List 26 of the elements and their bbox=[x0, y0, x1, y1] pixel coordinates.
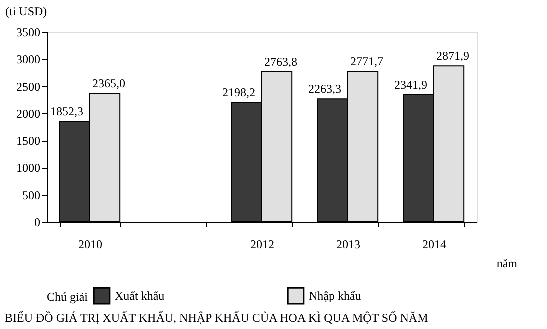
data-label: 2763,8 bbox=[264, 54, 298, 69]
y-tick-label: 3000 bbox=[16, 52, 40, 67]
x-tick-label: 2010 bbox=[78, 238, 102, 252]
y-tick-label: 1000 bbox=[16, 161, 40, 176]
data-label: 1852,3 bbox=[50, 104, 84, 118]
y-tick-label: 1500 bbox=[16, 134, 40, 148]
y-tick-label: 2500 bbox=[16, 80, 40, 94]
data-label: 2198,2 bbox=[222, 86, 256, 100]
legend-label: Nhập khẩu bbox=[309, 289, 362, 304]
data-label: 2771,7 bbox=[350, 54, 384, 69]
legend-title: Chú giải bbox=[47, 290, 89, 304]
legend-label: Xuất khẩu bbox=[115, 289, 165, 304]
data-label: 2365,0 bbox=[92, 76, 126, 91]
x-tick-label: 2012 bbox=[250, 238, 274, 252]
y-tick-label: 0 bbox=[34, 216, 40, 230]
text: BIỂU ĐỒ GIÁ TRỊ XUẤT KHẨU, NHẬP KHẨU CỦA HOA KÌ QUA MỘT SỐ NĂM bbox=[5, 311, 429, 325]
data-label: 2263,3 bbox=[308, 82, 342, 96]
y-axis-title: (ti USD) bbox=[6, 4, 48, 18]
data-label: 2341,9 bbox=[394, 78, 428, 92]
y-tick-label: 2000 bbox=[16, 106, 40, 121]
data-label: 2871,9 bbox=[436, 49, 470, 64]
y-tick-label: 3500 bbox=[16, 26, 40, 40]
x-tick-label: 2013 bbox=[336, 238, 360, 252]
x-tick-label: 2014 bbox=[422, 238, 446, 252]
x-axis-title: năm bbox=[496, 256, 518, 270]
y-tick-label: 500 bbox=[22, 188, 40, 202]
